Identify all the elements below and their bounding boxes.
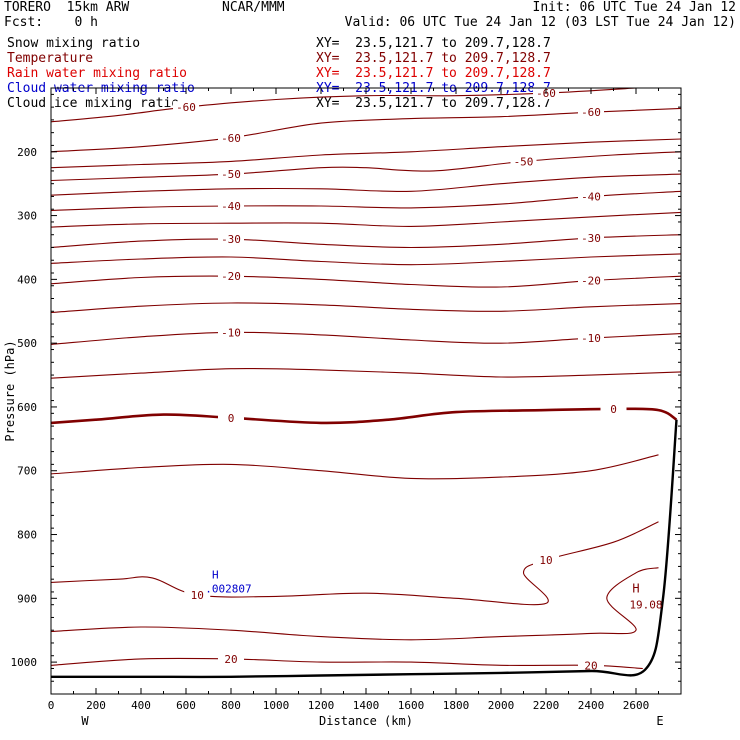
temperature-max-value: 19.08 (629, 598, 662, 611)
contour-label: -60 (176, 101, 196, 114)
valid-time: Valid: 06 UTC Tue 24 Jan 12 (03 LST Tue … (344, 15, 736, 30)
y-tick-label: 300 (17, 210, 37, 223)
y-tick-label: 200 (17, 146, 37, 159)
isotherm-line (51, 138, 681, 169)
contour-label-bg (218, 652, 244, 665)
contour-label-bg (578, 274, 604, 287)
contour-label-bg (218, 411, 244, 424)
contour-label-bg (578, 332, 604, 345)
contour-label-bg (533, 554, 559, 567)
isotherm-line (51, 367, 681, 379)
legend-label: Rain water mixing ratio (7, 66, 188, 81)
x-tick-label: 2000 (488, 699, 515, 712)
contour-label-bg (578, 190, 604, 203)
contour-label: -40 (221, 200, 241, 213)
contour-label: -50 (514, 155, 534, 168)
contour-label: -20 (581, 275, 601, 288)
contour-label: -30 (581, 232, 601, 245)
contour-label: -30 (221, 233, 241, 246)
x-tick-label: 2200 (533, 699, 560, 712)
model-title: TORERO 15km ARW (4, 0, 130, 15)
isotherm-line (51, 302, 681, 314)
x-tick-label: 400 (131, 699, 151, 712)
x-tick-label: 0 (48, 699, 55, 712)
isotherm-line (51, 253, 681, 266)
contour-label-bg (218, 200, 244, 213)
contour-label: 10 (539, 554, 552, 567)
temperature-max-symbol: H (632, 581, 639, 595)
x-tick-label: 1600 (398, 699, 425, 712)
contour-label-bg (600, 402, 627, 415)
legend-label: Cloud ice mixing ratio (7, 96, 180, 111)
isotherm-line (51, 521, 659, 606)
legend-xy-range: XY= 23.5,121.7 to 209.7,128.7 (316, 36, 551, 51)
x-tick-label: 600 (176, 699, 196, 712)
x-tick-label: 2600 (623, 699, 650, 712)
isotherm-line (51, 407, 678, 425)
contour-label: -50 (221, 168, 241, 181)
contour-label: 20 (224, 653, 237, 666)
plot-frame (50, 87, 682, 695)
isotherm-line (51, 567, 659, 641)
isotherm-line (51, 657, 643, 670)
contour-label-bg (218, 270, 244, 283)
contour-label-bg (184, 589, 211, 602)
contour-label: -60 (581, 106, 601, 119)
x-tick-label: 1000 (263, 699, 290, 712)
y-tick-label: 700 (17, 465, 37, 478)
organization-label: NCAR/MMM (222, 0, 285, 15)
legend-xy-range: XY= 23.5,121.7 to 209.7,128.7 (316, 96, 551, 111)
isotherm-line (51, 173, 681, 196)
x-tick-label: 2400 (578, 699, 605, 712)
y-tick-label: 400 (17, 273, 37, 286)
y-tick-label: 600 (17, 401, 37, 414)
x-tick-label: 1400 (353, 699, 380, 712)
legend-label: Snow mixing ratio (7, 36, 141, 51)
contour-label-bg (578, 231, 604, 244)
y-tick-label: 800 (17, 529, 37, 542)
legend-xy-range: XY= 23.5,121.7 to 209.7,128.7 (316, 66, 551, 81)
west-end-label: W (81, 714, 89, 728)
contour-label-bg (218, 233, 244, 246)
contour-label: -10 (581, 332, 601, 345)
x-tick-label: 1200 (308, 699, 335, 712)
x-tick-label: 800 (221, 699, 241, 712)
isotherm-line (51, 211, 681, 228)
contour-label: 0 (228, 412, 235, 425)
y-tick-label: 1000 (11, 656, 38, 669)
x-tick-label: 200 (86, 699, 106, 712)
contour-label: -60 (221, 132, 241, 145)
x-axis-title: Distance (km) (319, 714, 413, 728)
east-end-label: E (656, 714, 663, 728)
y-tick-label: 900 (17, 592, 37, 605)
contour-label-bg (173, 101, 199, 114)
legend-label: Temperature (7, 51, 94, 66)
isotherm-line (51, 454, 659, 480)
x-tick-label: 1800 (443, 699, 470, 712)
init-time: Init: 06 UTC Tue 24 Jan 12 (532, 0, 737, 15)
cloud-water-max-value: .002807 (205, 582, 251, 595)
contour-label: 0 (610, 403, 617, 416)
legend-xy-range: XY= 23.5,121.7 to 209.7,128.7 (316, 51, 551, 66)
cloud-water-max-symbol: H (212, 568, 219, 581)
contour-label-bg (218, 131, 244, 144)
y-axis-title: Pressure (hPa) (3, 340, 17, 441)
contour-label-bg (218, 326, 244, 339)
contour-label: 10 (191, 589, 204, 602)
y-tick-label: 500 (17, 337, 37, 350)
contour-label-bg (510, 155, 537, 168)
contour-label-bg (578, 659, 604, 672)
contour-label: -10 (221, 326, 241, 339)
contour-label: 20 (584, 659, 597, 672)
forecast-hour: Fcst: 0 h (4, 15, 98, 30)
contour-label: -40 (581, 190, 601, 203)
terrain-line (51, 419, 678, 679)
contour-label: -20 (221, 270, 241, 283)
contour-label-bg (578, 106, 604, 119)
isotherm-line (51, 151, 681, 182)
contour-label-bg (218, 168, 244, 181)
